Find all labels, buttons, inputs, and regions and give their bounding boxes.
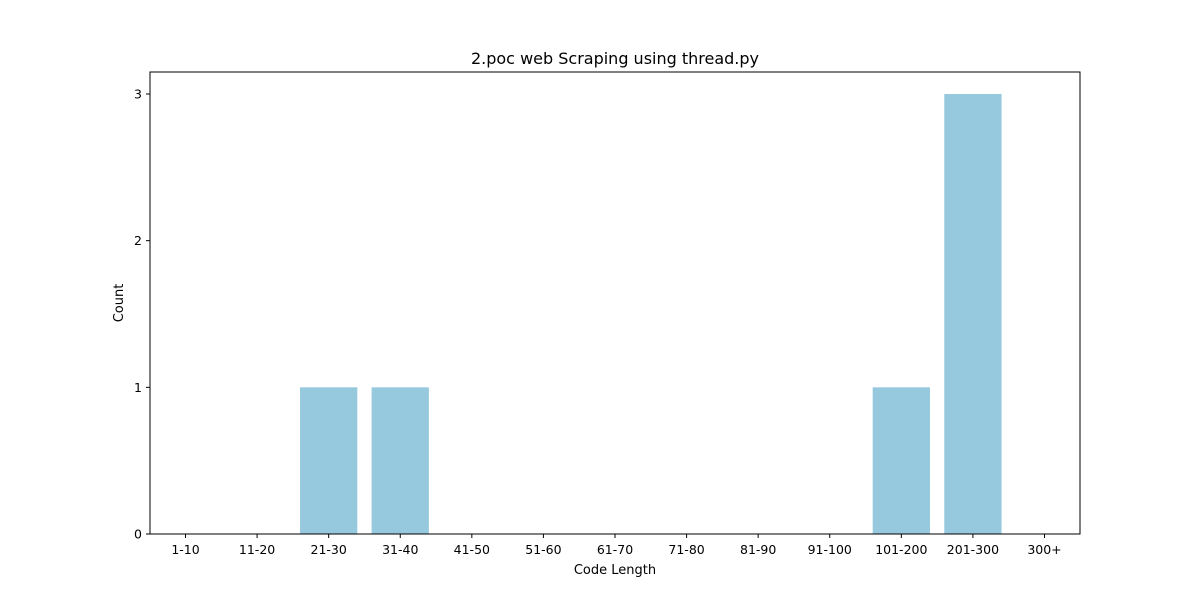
plot-frame xyxy=(149,71,1081,535)
x-tick-label: 300+ xyxy=(1027,542,1061,557)
x-tick-label: 81-90 xyxy=(740,542,776,557)
x-ticks-group: 1-10 11-20 21-30 31-40 41-50 51-60 61-70 71-80 8… xyxy=(171,534,1062,557)
x-tick-label: 1-10 xyxy=(171,542,199,557)
y-tick-label: 2 xyxy=(134,233,142,248)
bar-21-30 xyxy=(300,387,358,534)
y-axis-label: Count xyxy=(112,284,127,323)
x-tick-label: 91-100 xyxy=(808,542,852,557)
y-tick-label: 3 xyxy=(134,87,142,102)
x-tick-label: 71-80 xyxy=(668,542,704,557)
x-axis-label: Code Length xyxy=(574,563,656,578)
bar-101-200 xyxy=(872,387,930,534)
x-tick-label: 31-40 xyxy=(382,542,418,557)
x-tick-label: 21-30 xyxy=(311,542,347,557)
x-tick-label: 51-60 xyxy=(525,542,561,557)
x-tick-label: 41-50 xyxy=(454,542,490,557)
chart-title: 2.poc web Scraping using thread.py xyxy=(471,49,759,68)
bars-group xyxy=(300,94,1002,534)
x-tick-label: 201-300 xyxy=(947,542,999,557)
bar-201-300 xyxy=(944,94,1002,534)
x-tick-label: 61-70 xyxy=(597,542,633,557)
bar-31-40 xyxy=(371,387,429,534)
x-tick-label: 101-200 xyxy=(875,542,927,557)
y-ticks-group: 0 1 2 3 xyxy=(134,87,150,542)
y-tick-label: 0 xyxy=(134,527,142,542)
x-tick-label: 11-20 xyxy=(239,542,275,557)
y-tick-label: 1 xyxy=(134,380,142,395)
